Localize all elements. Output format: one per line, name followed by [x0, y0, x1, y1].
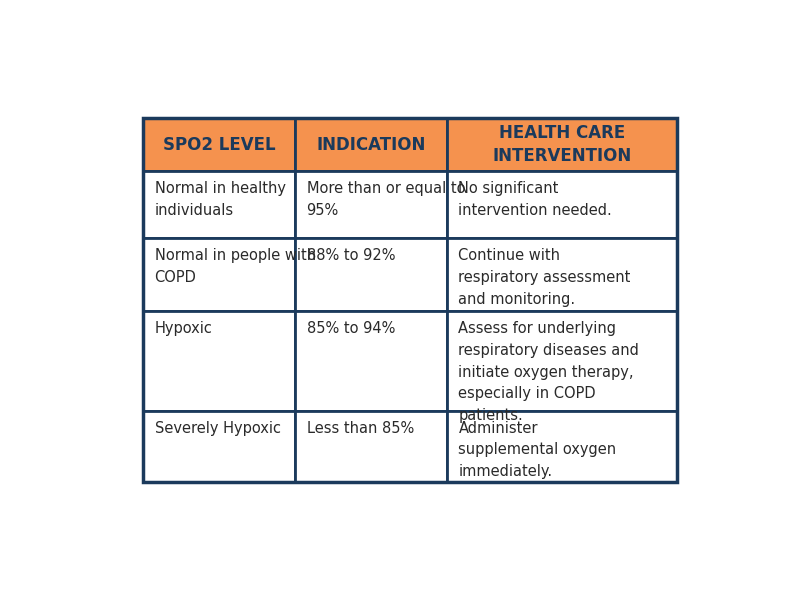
Bar [295, 118, 447, 172]
Bar [143, 172, 295, 238]
Bar [447, 311, 677, 410]
Text: Normal in people with
COPD: Normal in people with COPD [154, 248, 316, 285]
Text: 88% to 92%: 88% to 92% [306, 248, 395, 263]
Text: Administer
supplemental oxygen
immediately.: Administer supplemental oxygen immediate… [458, 421, 617, 479]
Bar [143, 118, 677, 482]
Bar [447, 238, 677, 311]
Bar [295, 410, 447, 482]
Text: Normal in healthy
individuals: Normal in healthy individuals [154, 181, 286, 218]
Text: Continue with
respiratory assessment
and monitoring.: Continue with respiratory assessment and… [458, 248, 631, 307]
Text: SPO2 LEVEL: SPO2 LEVEL [163, 136, 276, 154]
Bar [143, 311, 295, 410]
Text: Assess for underlying
respiratory diseases and
initiate oxygen therapy,
especial: Assess for underlying respiratory diseas… [458, 322, 639, 423]
Bar [143, 238, 295, 311]
Bar [143, 410, 295, 482]
Bar [295, 172, 447, 238]
Text: Less than 85%: Less than 85% [306, 421, 414, 436]
Text: No significant
intervention needed.: No significant intervention needed. [458, 181, 612, 218]
Bar [143, 118, 295, 172]
Text: INDICATION: INDICATION [317, 136, 426, 154]
Text: 85% to 94%: 85% to 94% [306, 322, 395, 337]
Bar [447, 118, 677, 172]
Bar [447, 410, 677, 482]
Text: Hypoxic: Hypoxic [154, 322, 213, 337]
Text: More than or equal to
95%: More than or equal to 95% [306, 181, 465, 218]
Bar [447, 172, 677, 238]
Bar [295, 238, 447, 311]
Text: Severely Hypoxic: Severely Hypoxic [154, 421, 281, 436]
Text: HEALTH CARE
INTERVENTION: HEALTH CARE INTERVENTION [492, 124, 631, 165]
Bar [295, 311, 447, 410]
